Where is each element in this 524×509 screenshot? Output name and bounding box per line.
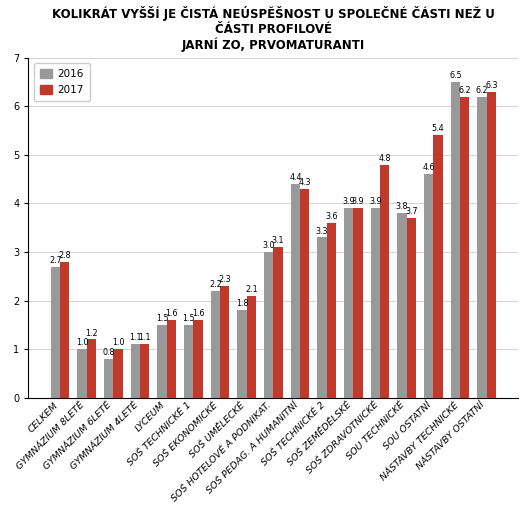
Bar: [433, 135, 443, 398]
Text: 2.2: 2.2: [209, 280, 222, 289]
Text: 3.3: 3.3: [316, 227, 329, 236]
Bar: [113, 349, 123, 398]
Bar: [264, 252, 274, 398]
Text: 1.1: 1.1: [138, 333, 151, 343]
Bar: [130, 345, 140, 398]
Text: 3.6: 3.6: [325, 212, 337, 221]
Bar: [86, 340, 96, 398]
Text: 3.8: 3.8: [396, 202, 408, 211]
Text: 5.4: 5.4: [432, 125, 444, 133]
Text: 6.5: 6.5: [449, 71, 462, 80]
Text: 2.3: 2.3: [219, 275, 231, 284]
Text: 1.0: 1.0: [112, 338, 124, 347]
Bar: [51, 267, 60, 398]
Text: 1.2: 1.2: [85, 328, 97, 337]
Bar: [407, 218, 416, 398]
Text: 1.6: 1.6: [165, 309, 178, 318]
Bar: [167, 320, 176, 398]
Bar: [353, 208, 363, 398]
Text: 3.9: 3.9: [369, 197, 382, 206]
Text: 4.3: 4.3: [299, 178, 311, 187]
Text: 1.1: 1.1: [129, 333, 141, 343]
Text: 6.2: 6.2: [476, 86, 488, 95]
Text: 0.8: 0.8: [102, 348, 115, 357]
Text: 4.4: 4.4: [289, 173, 302, 182]
Text: 1.5: 1.5: [156, 314, 168, 323]
Bar: [344, 208, 353, 398]
Title: KOLIKRÁT VYŠŠÍ JE ČISTÁ NEÚSPĚŠNOST U SPOLEČNÉ ČÁSTI NEŽ U
ČÁSTI PROFILOVÉ
JARNÍ: KOLIKRÁT VYŠŠÍ JE ČISTÁ NEÚSPĚŠNOST U SP…: [52, 6, 495, 52]
Bar: [211, 291, 220, 398]
Bar: [318, 238, 327, 398]
Text: 1.5: 1.5: [182, 314, 195, 323]
Text: 2.8: 2.8: [58, 251, 71, 260]
Bar: [104, 359, 113, 398]
Bar: [300, 189, 309, 398]
Text: 2.1: 2.1: [245, 285, 258, 294]
Text: 3.0: 3.0: [263, 241, 275, 250]
Bar: [371, 208, 380, 398]
Bar: [157, 325, 167, 398]
Bar: [60, 262, 69, 398]
Bar: [237, 310, 247, 398]
Bar: [220, 286, 230, 398]
Bar: [397, 213, 407, 398]
Text: 1.8: 1.8: [236, 299, 248, 308]
Bar: [274, 247, 283, 398]
Text: 3.9: 3.9: [343, 197, 355, 206]
Bar: [247, 296, 256, 398]
Text: 1.0: 1.0: [75, 338, 88, 347]
Text: 4.6: 4.6: [422, 163, 435, 173]
Text: 4.8: 4.8: [378, 154, 391, 163]
Bar: [77, 349, 86, 398]
Bar: [193, 320, 203, 398]
Bar: [327, 223, 336, 398]
Bar: [460, 97, 470, 398]
Text: 2.7: 2.7: [49, 256, 62, 265]
Bar: [487, 92, 496, 398]
Bar: [140, 345, 149, 398]
Bar: [424, 174, 433, 398]
Text: 6.2: 6.2: [458, 86, 471, 95]
Text: 3.7: 3.7: [405, 207, 418, 216]
Text: 6.3: 6.3: [485, 81, 498, 90]
Text: 1.6: 1.6: [192, 309, 204, 318]
Text: 3.9: 3.9: [352, 197, 364, 206]
Bar: [184, 325, 193, 398]
Legend: 2016, 2017: 2016, 2017: [34, 63, 90, 101]
Bar: [291, 184, 300, 398]
Bar: [451, 82, 460, 398]
Bar: [380, 164, 389, 398]
Bar: [477, 97, 487, 398]
Text: 3.1: 3.1: [272, 236, 285, 245]
